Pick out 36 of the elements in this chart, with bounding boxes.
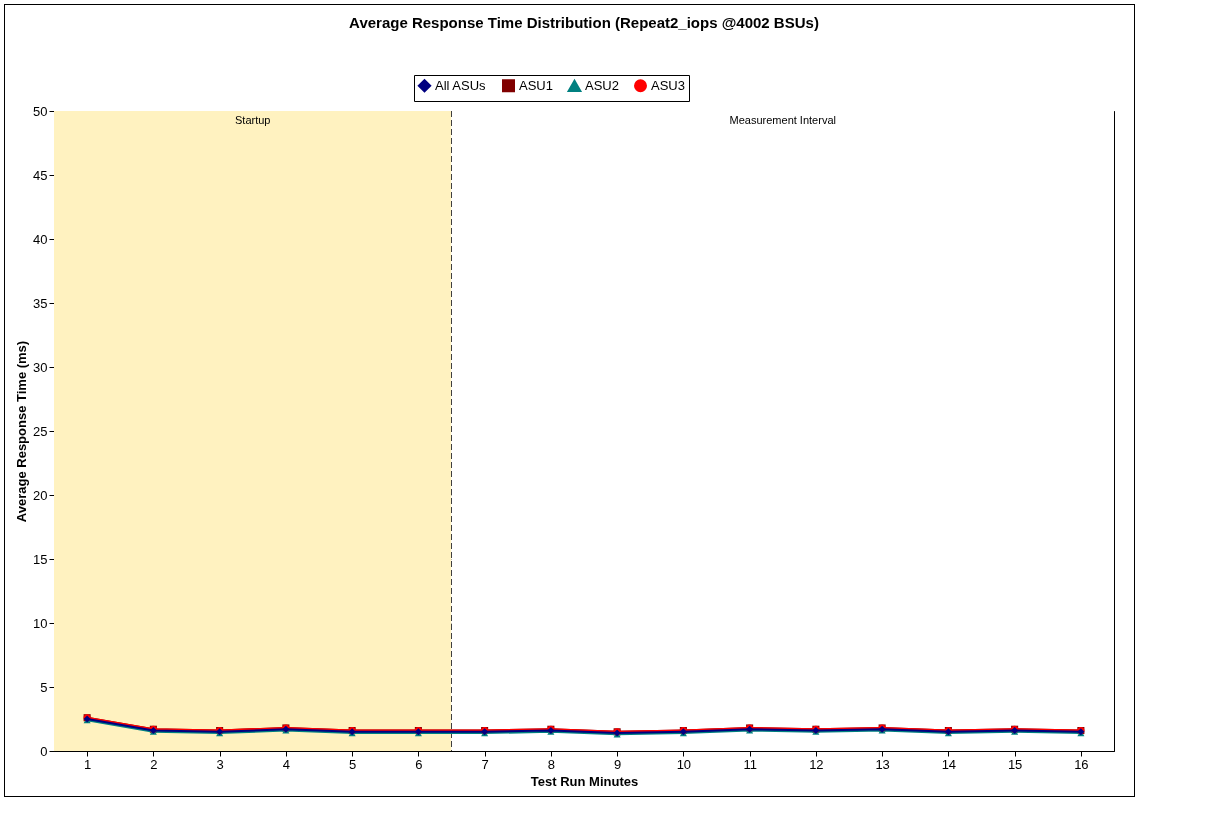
- x-tick-label: 16: [1074, 756, 1089, 772]
- y-tick-label: 10: [33, 615, 48, 631]
- y-axis-title: Average Response Time (ms): [14, 340, 30, 523]
- y-tick-label: 45: [33, 167, 48, 183]
- y-tick-label: 5: [40, 679, 48, 695]
- x-tick-label: 8: [547, 756, 555, 772]
- x-tick-label: 14: [941, 756, 957, 772]
- x-tick-label: 13: [875, 756, 890, 772]
- y-tick-label: 15: [33, 551, 48, 567]
- x-tick-label: 7: [481, 756, 489, 772]
- x-tick-label: 3: [216, 756, 224, 772]
- y-tick-label: 25: [33, 423, 48, 439]
- y-tick-label: 20: [33, 487, 48, 503]
- legend-label: ASU1: [519, 77, 553, 93]
- x-tick-label: 5: [349, 756, 357, 772]
- y-tick-label: 30: [33, 359, 48, 375]
- y-tick-label: 35: [33, 295, 48, 311]
- y-tick-label: 0: [40, 743, 48, 759]
- band-label: Measurement Interval: [729, 114, 836, 126]
- x-tick-label: 9: [614, 756, 622, 772]
- x-axis-title: Test Run Minutes: [530, 773, 639, 789]
- x-tick-label: 15: [1007, 756, 1023, 772]
- chart-title: Average Response Time Distribution (Repeat2_iops @4002 BSUs): [349, 13, 819, 31]
- legend-label: ASU2: [585, 78, 619, 94]
- x-tick-label: 10: [676, 756, 692, 772]
- y-tick-label: 50: [33, 103, 48, 119]
- x-tick-label: 6: [415, 756, 423, 772]
- x-tick-label: 12: [809, 756, 824, 772]
- x-tick-label: 1: [84, 756, 92, 772]
- y-tick-label: 40: [33, 231, 48, 247]
- legend-label: All ASUs: [435, 77, 487, 93]
- x-tick-label: 4: [282, 756, 290, 772]
- band-label: Startup: [235, 114, 271, 126]
- x-tick-label: 2: [150, 756, 158, 772]
- legend-label: ASU3: [651, 77, 685, 93]
- x-tick-label: 11: [743, 756, 757, 772]
